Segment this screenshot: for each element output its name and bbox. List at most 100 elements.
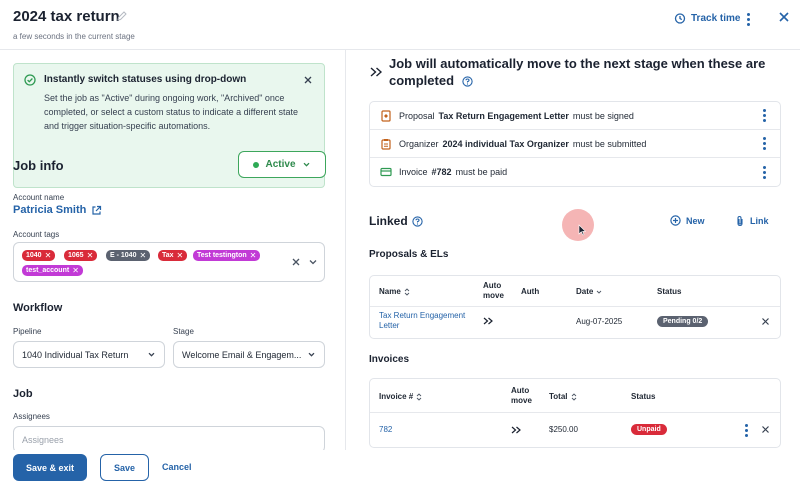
help-icon[interactable] <box>461 76 473 87</box>
save-exit-button[interactable]: Save & exit <box>13 454 87 481</box>
proposals-table: Name Auto move Auth Date Status Tax Retu… <box>369 275 781 339</box>
external-link-icon <box>92 205 102 215</box>
account-tags-input[interactable]: 1040 ✕ 1065 ✕ E - 1040 ✕ Tax ✕ Test testingt… <box>13 242 325 282</box>
stage-value: Welcome Email & Engagem... <box>182 349 301 360</box>
col-date-label: Date <box>576 287 594 296</box>
proposal-date: Aug-07-2025 <box>576 317 623 326</box>
link-label: Link <box>750 216 769 226</box>
alert-body: Set the job as "Active" during ongoing w… <box>44 93 298 131</box>
sort-icon <box>416 393 422 401</box>
tag-remove-icon[interactable]: ✕ <box>44 250 52 260</box>
col-status-header: Status <box>631 392 656 401</box>
condition-suffix: must be paid <box>455 167 508 177</box>
stage-label: Stage <box>173 327 194 336</box>
invoices-title: Invoices <box>369 354 410 365</box>
condition-suffix: must be signed <box>572 110 634 121</box>
stage-select[interactable]: Welcome Email & Engagem... <box>173 341 325 368</box>
tag-remove-icon[interactable]: ✕ <box>72 265 79 275</box>
cancel-button[interactable]: Cancel <box>162 462 192 472</box>
plus-circle-icon <box>670 215 681 226</box>
assignees-placeholder: Assignees <box>22 434 64 445</box>
page-title: 2024 tax return <box>13 8 120 25</box>
status-badge: Unpaid <box>631 424 667 435</box>
alert-close-icon[interactable] <box>303 75 313 85</box>
condition-name: Tax Return Engagement Letter <box>438 110 569 121</box>
new-linked-button[interactable]: New <box>670 215 705 226</box>
tag-chip: 1040 ✕ <box>22 250 56 261</box>
alert-title: Instantly switch statuses using drop-dow… <box>44 74 247 85</box>
job-title: Job <box>13 388 33 400</box>
invoice-number-link[interactable]: 782 <box>379 425 393 434</box>
condition-more-icon[interactable] <box>760 109 768 122</box>
col-invoice-header[interactable]: Invoice # <box>379 392 422 402</box>
stage-time-text: a few seconds in the current stage <box>13 32 135 41</box>
new-label: New <box>686 215 705 226</box>
status-dropdown[interactable]: Active <box>238 151 326 178</box>
col-total-header[interactable]: Total <box>549 392 577 402</box>
track-time-label: Track time <box>691 12 741 24</box>
tag-remove-icon[interactable]: ✕ <box>86 250 94 260</box>
pipeline-select[interactable]: 1040 Individual Tax Return <box>13 341 165 368</box>
col-status-header: Status <box>657 287 682 296</box>
sort-desc-icon <box>597 290 602 294</box>
help-icon[interactable] <box>412 215 423 227</box>
organizer-icon <box>381 138 391 150</box>
tag-chip: E - 1040 ✕ <box>106 250 151 261</box>
automation-title-text: Job will automatically move to the next … <box>389 56 766 88</box>
chevron-down-icon <box>148 352 155 357</box>
sort-icon <box>571 393 576 401</box>
status-label: Active <box>265 159 296 170</box>
col-auto-move-header: Auto move <box>511 386 532 405</box>
save-button[interactable]: Save <box>100 454 149 481</box>
automation-title: Job will automatically move to the next … <box>389 55 769 89</box>
tag-label: 1040 <box>26 252 42 259</box>
auto-move-icon <box>483 317 493 325</box>
link-button[interactable]: Link <box>735 215 769 227</box>
tag-chip: Tax ✕ <box>158 250 188 261</box>
unlink-close-icon[interactable] <box>761 317 770 326</box>
linked-title: Linked <box>369 214 423 228</box>
condition-more-icon[interactable] <box>760 137 768 150</box>
close-icon[interactable] <box>777 10 791 24</box>
proposals-title: Proposals & ELs <box>369 249 449 260</box>
tag-label: 1065 <box>68 252 84 259</box>
tag-chip: 1065 ✕ <box>64 250 98 261</box>
status-dot <box>253 161 260 168</box>
proposal-name-link[interactable]: Tax Return Engagement Letter <box>379 311 466 330</box>
auto-move-icon <box>511 426 521 434</box>
tag-remove-icon[interactable]: ✕ <box>176 250 184 260</box>
col-total-label: Total <box>549 392 568 401</box>
pipeline-label: Pipeline <box>13 327 42 336</box>
mouse-cursor-icon <box>578 224 586 236</box>
account-name-label: Account name <box>13 193 65 202</box>
left-panel: Instantly switch statuses using drop-dow… <box>0 50 346 453</box>
chevron-down-icon[interactable] <box>308 257 318 267</box>
invoice-total: $250.00 <box>549 425 578 434</box>
assignees-select[interactable]: Assignees <box>13 426 325 453</box>
automation-conditions: Proposal Tax Return Engagement Letter mu… <box>369 101 781 187</box>
account-name-link[interactable]: Patricia Smith <box>13 204 102 216</box>
clear-tags-icon[interactable] <box>291 257 301 267</box>
tag-chip: test_account ✕ <box>22 265 83 276</box>
edit-pencil-icon[interactable] <box>116 10 128 22</box>
unlink-close-icon[interactable] <box>761 425 770 434</box>
condition-name: #782 <box>431 167 452 177</box>
track-time-button[interactable]: Track time <box>674 12 740 24</box>
invoices-table: Invoice # Auto move Total Status 782 $25… <box>369 378 781 448</box>
condition-more-icon[interactable] <box>760 165 768 179</box>
proposal-icon <box>381 109 391 122</box>
account-name-text: Patricia Smith <box>13 204 87 216</box>
condition-prefix: Organizer <box>399 138 439 149</box>
assignees-label: Assignees <box>13 412 50 421</box>
account-tags-label: Account tags <box>13 230 60 239</box>
invoice-more-icon[interactable] <box>742 424 750 437</box>
header-more-icon[interactable] <box>744 13 752 26</box>
col-date-header[interactable]: Date <box>576 287 602 297</box>
sort-icon <box>404 288 410 296</box>
tag-label: E - 1040 <box>110 252 137 259</box>
paperclip-icon <box>737 215 743 227</box>
tag-remove-icon[interactable]: ✕ <box>139 250 147 260</box>
col-name-header[interactable]: Name <box>379 287 410 297</box>
tag-remove-icon[interactable]: ✕ <box>249 250 257 260</box>
col-name-label: Name <box>379 287 401 296</box>
